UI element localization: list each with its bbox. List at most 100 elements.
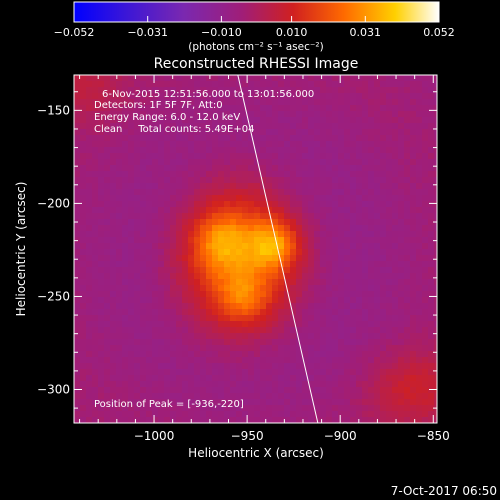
heatmap-cell <box>380 303 387 310</box>
heatmap-cell <box>116 279 123 286</box>
heatmap-cell <box>218 231 225 238</box>
heatmap-cell <box>386 219 393 226</box>
heatmap-cell <box>218 291 225 298</box>
heatmap-cell <box>428 219 435 226</box>
heatmap-cell <box>374 363 381 370</box>
heatmap-cell <box>398 351 405 358</box>
heatmap-cell <box>308 207 315 214</box>
heatmap-cell <box>218 207 225 214</box>
heatmap-cell <box>152 111 159 118</box>
heatmap-cell <box>356 267 363 274</box>
heatmap-cell <box>188 261 195 268</box>
heatmap-cell <box>308 171 315 178</box>
heatmap-cell <box>164 297 171 304</box>
heatmap-cell <box>302 315 309 322</box>
heatmap-cell <box>128 231 135 238</box>
heatmap-cell <box>248 213 255 220</box>
heatmap-cell <box>428 123 435 130</box>
heatmap-cell <box>158 225 165 232</box>
heatmap-cell <box>194 393 201 400</box>
heatmap-cell <box>344 405 351 412</box>
heatmap-cell <box>116 339 123 346</box>
heatmap-cell <box>398 165 405 172</box>
heatmap-cell <box>404 225 411 232</box>
heatmap-cell <box>278 231 285 238</box>
heatmap-cell <box>80 369 87 376</box>
heatmap-cell <box>170 369 177 376</box>
heatmap-cell <box>380 273 387 280</box>
heatmap-cell <box>92 111 99 118</box>
heatmap-cell <box>86 231 93 238</box>
heatmap-cell <box>380 165 387 172</box>
heatmap-cell <box>350 327 357 334</box>
heatmap-cell <box>260 411 267 418</box>
heatmap-cell <box>254 315 261 322</box>
heatmap-cell <box>392 231 399 238</box>
heatmap-cell <box>212 75 219 82</box>
heatmap-cell <box>272 375 279 382</box>
heatmap-cell <box>236 279 243 286</box>
heatmap-cell <box>434 291 437 298</box>
heatmap-cell <box>182 261 189 268</box>
heatmap-cell <box>158 93 165 100</box>
heatmap-cell <box>332 171 339 178</box>
heatmap-cell <box>404 243 411 250</box>
heatmap-cell <box>416 261 423 268</box>
heatmap-cell <box>392 261 399 268</box>
heatmap-cell <box>374 177 381 184</box>
heatmap-cell <box>224 285 231 292</box>
heatmap-cell <box>296 381 303 388</box>
heatmap-cell <box>284 135 291 142</box>
heatmap-cell <box>206 345 213 352</box>
heatmap-cell <box>350 321 357 328</box>
heatmap-cell <box>248 411 255 418</box>
heatmap-cell <box>80 351 87 358</box>
heatmap-cell <box>308 303 315 310</box>
heatmap-cell <box>134 207 141 214</box>
heatmap-cell <box>92 273 99 280</box>
heatmap-cell <box>308 255 315 262</box>
heatmap-cell <box>338 399 345 406</box>
heatmap-cell <box>356 219 363 226</box>
heatmap-cell <box>194 165 201 172</box>
heatmap-cell <box>398 279 405 286</box>
heatmap-cell <box>392 183 399 190</box>
heatmap-cell <box>380 189 387 196</box>
heatmap-cell <box>368 279 375 286</box>
heatmap-cell <box>104 345 111 352</box>
heatmap-cell <box>170 333 177 340</box>
heatmap-cell <box>86 369 93 376</box>
heatmap-cell <box>188 345 195 352</box>
heatmap-cell <box>374 411 381 418</box>
heatmap-cell <box>86 243 93 250</box>
heatmap-cell <box>368 105 375 112</box>
heatmap-cell <box>86 189 93 196</box>
heatmap-cell <box>266 243 273 250</box>
heatmap-cell <box>272 177 279 184</box>
heatmap-cell <box>386 399 393 406</box>
heatmap-cell <box>260 321 267 328</box>
heatmap-cell <box>392 141 399 148</box>
heatmap-cell <box>104 315 111 322</box>
heatmap-cell <box>248 417 255 423</box>
heatmap-cell <box>242 81 249 88</box>
heatmap-cell <box>182 195 189 202</box>
heatmap-cell <box>182 111 189 118</box>
heatmap-cell <box>410 99 417 106</box>
heatmap-cell <box>128 345 135 352</box>
heatmap-cell <box>200 93 207 100</box>
heatmap-cell <box>284 165 291 172</box>
heatmap-cell <box>434 261 437 268</box>
heatmap-cell <box>92 105 99 112</box>
heatmap-cell <box>98 291 105 298</box>
heatmap-cell <box>338 207 345 214</box>
heatmap-cell <box>416 279 423 286</box>
heatmap-cell <box>110 183 117 190</box>
heatmap-cell <box>416 201 423 208</box>
heatmap-cell <box>260 405 267 412</box>
heatmap-cell <box>218 213 225 220</box>
heatmap-cell <box>98 405 105 412</box>
heatmap-cell <box>296 237 303 244</box>
heatmap-cell <box>326 129 333 136</box>
heatmap-cell <box>278 141 285 148</box>
